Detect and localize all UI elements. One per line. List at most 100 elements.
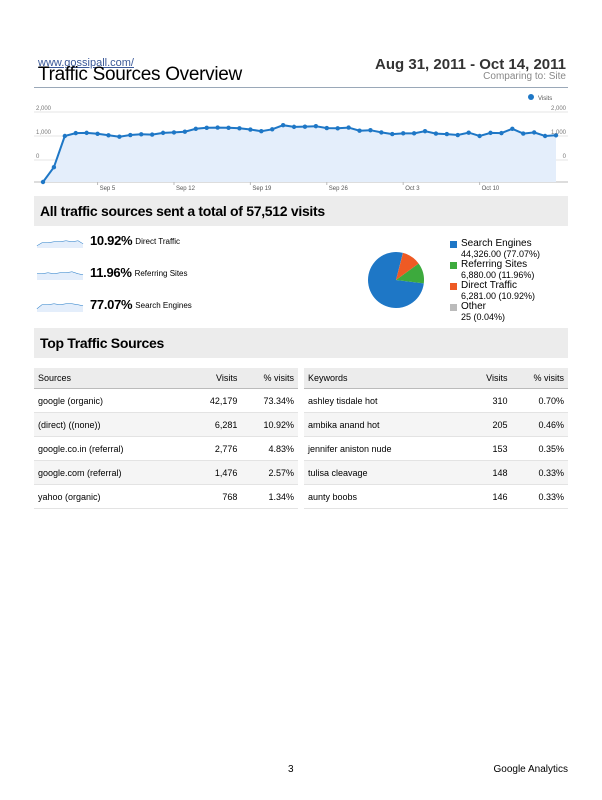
data-point[interactable] bbox=[499, 130, 504, 136]
keyword-cell[interactable]: ambika anand hot bbox=[304, 412, 456, 437]
data-point[interactable] bbox=[237, 126, 242, 131]
data-point[interactable] bbox=[302, 124, 308, 129]
percent-cell: 4.83% bbox=[241, 436, 298, 461]
data-point[interactable] bbox=[128, 132, 133, 138]
data-point[interactable] bbox=[455, 132, 460, 138]
data-point[interactable] bbox=[477, 133, 482, 139]
data-point[interactable] bbox=[466, 130, 471, 135]
data-point[interactable] bbox=[531, 130, 537, 135]
column-header: % visits bbox=[241, 368, 298, 389]
table-row: yahoo (organic) 768 1.34% bbox=[34, 484, 298, 509]
data-point[interactable] bbox=[542, 133, 548, 139]
source-cell[interactable]: google.com (referral) bbox=[34, 460, 185, 485]
data-point[interactable] bbox=[280, 123, 286, 128]
source-row-search: 77.07% Search Engines bbox=[36, 292, 192, 312]
data-point[interactable] bbox=[335, 126, 340, 131]
data-point[interactable] bbox=[106, 133, 111, 138]
percent-cell: 0.46% bbox=[511, 412, 568, 437]
x-tick-label: Sep 26 bbox=[329, 186, 349, 192]
data-point[interactable] bbox=[73, 130, 78, 136]
data-point[interactable] bbox=[553, 133, 559, 138]
source-name[interactable]: Referring Sites bbox=[134, 269, 188, 278]
data-point[interactable] bbox=[346, 125, 351, 130]
source-cell[interactable]: yahoo (organic) bbox=[34, 484, 185, 509]
table-row: google.co.in (referral) 2,776 4.83% bbox=[34, 436, 298, 461]
data-point[interactable] bbox=[259, 129, 264, 134]
data-point[interactable] bbox=[510, 126, 515, 131]
data-point[interactable] bbox=[160, 130, 166, 136]
data-point[interactable] bbox=[182, 129, 188, 134]
source-cell[interactable]: google (organic) bbox=[34, 388, 185, 413]
legend-swatch bbox=[450, 262, 457, 269]
source-row-referring: 11.96% Referring Sites bbox=[36, 260, 188, 280]
source-name[interactable]: Search Engines bbox=[135, 301, 192, 310]
keyword-cell[interactable]: tulisa cleavage bbox=[304, 460, 456, 485]
x-tick-label: Sep 12 bbox=[176, 186, 196, 192]
data-point[interactable] bbox=[291, 124, 297, 130]
keywords-table: Keywords Visits % visits ashley tisdale … bbox=[304, 368, 568, 509]
table-row: jennifer aniston nude 153 0.35% bbox=[304, 436, 568, 461]
data-point[interactable] bbox=[488, 130, 493, 136]
data-point[interactable] bbox=[270, 127, 275, 132]
data-point[interactable] bbox=[40, 179, 46, 185]
keyword-cell[interactable]: jennifer aniston nude bbox=[304, 436, 456, 461]
pie-slice-other[interactable] bbox=[396, 252, 403, 280]
source-cell[interactable]: google.co.in (referral) bbox=[34, 436, 185, 461]
percent-cell: 73.34% bbox=[241, 388, 298, 413]
page-number: 3 bbox=[288, 764, 294, 775]
site-url[interactable]: www.gossipall.com/ bbox=[38, 57, 134, 69]
data-point[interactable] bbox=[51, 165, 57, 170]
sparkline-icon bbox=[36, 240, 84, 248]
source-cell[interactable]: (direct) ((none)) bbox=[34, 412, 185, 437]
column-header: Visits bbox=[184, 368, 242, 389]
legend-name[interactable]: Referring Sites bbox=[461, 259, 528, 270]
keyword-cell[interactable]: ashley tisdale hot bbox=[304, 388, 456, 413]
pie-slice-referring-sites[interactable] bbox=[396, 263, 425, 284]
pie-slice-search-engines[interactable] bbox=[368, 251, 424, 308]
keyword-cell[interactable]: aunty boobs bbox=[304, 484, 456, 509]
source-percent: 10.92% bbox=[90, 233, 133, 248]
footer-brand: Google Analytics bbox=[493, 764, 569, 775]
data-point[interactable] bbox=[313, 123, 319, 129]
data-point[interactable] bbox=[149, 132, 155, 137]
data-point[interactable] bbox=[171, 130, 177, 135]
pie-slice-direct-traffic[interactable] bbox=[396, 252, 419, 280]
data-point[interactable] bbox=[521, 131, 526, 136]
data-point[interactable] bbox=[226, 125, 231, 131]
report-title: Traffic Sources Overview bbox=[38, 64, 242, 85]
percent-cell: 0.33% bbox=[511, 484, 568, 509]
data-point[interactable] bbox=[117, 134, 122, 139]
data-point[interactable] bbox=[95, 131, 100, 137]
y-tick-label-right: 0 bbox=[563, 154, 567, 160]
x-tick-label: Sep 19 bbox=[252, 186, 272, 192]
summary-section-header: All traffic sources sent a total of 57,5… bbox=[34, 196, 568, 226]
data-point[interactable] bbox=[193, 126, 199, 131]
source-name[interactable]: Direct Traffic bbox=[135, 237, 181, 246]
data-point[interactable] bbox=[379, 130, 384, 135]
data-point[interactable] bbox=[357, 128, 362, 133]
data-point[interactable] bbox=[390, 131, 395, 137]
data-point[interactable] bbox=[422, 129, 428, 134]
data-point[interactable] bbox=[204, 125, 209, 131]
legend-name: Other bbox=[461, 301, 487, 312]
column-header: Sources bbox=[34, 368, 185, 389]
data-point[interactable] bbox=[324, 125, 329, 131]
data-point[interactable] bbox=[444, 131, 450, 137]
column-header: % visits bbox=[511, 368, 568, 389]
data-point[interactable] bbox=[368, 128, 373, 133]
traffic-sources-pie-chart bbox=[368, 251, 425, 308]
data-point[interactable] bbox=[400, 131, 406, 136]
data-point[interactable] bbox=[411, 131, 417, 136]
data-point[interactable] bbox=[84, 130, 89, 136]
comparison-label: Comparing to: Site bbox=[483, 71, 566, 82]
data-point[interactable] bbox=[62, 133, 68, 139]
data-point[interactable] bbox=[139, 132, 144, 137]
data-point[interactable] bbox=[248, 127, 253, 132]
data-point[interactable] bbox=[433, 131, 439, 136]
visits-cell: 153 bbox=[455, 436, 512, 461]
legend-name[interactable]: Search Engines bbox=[461, 238, 532, 249]
y-tick-label-left: 2,000 bbox=[36, 106, 52, 112]
legend-label: Visits bbox=[538, 96, 552, 102]
legend-name[interactable]: Direct Traffic bbox=[461, 280, 517, 291]
data-point[interactable] bbox=[215, 125, 220, 130]
